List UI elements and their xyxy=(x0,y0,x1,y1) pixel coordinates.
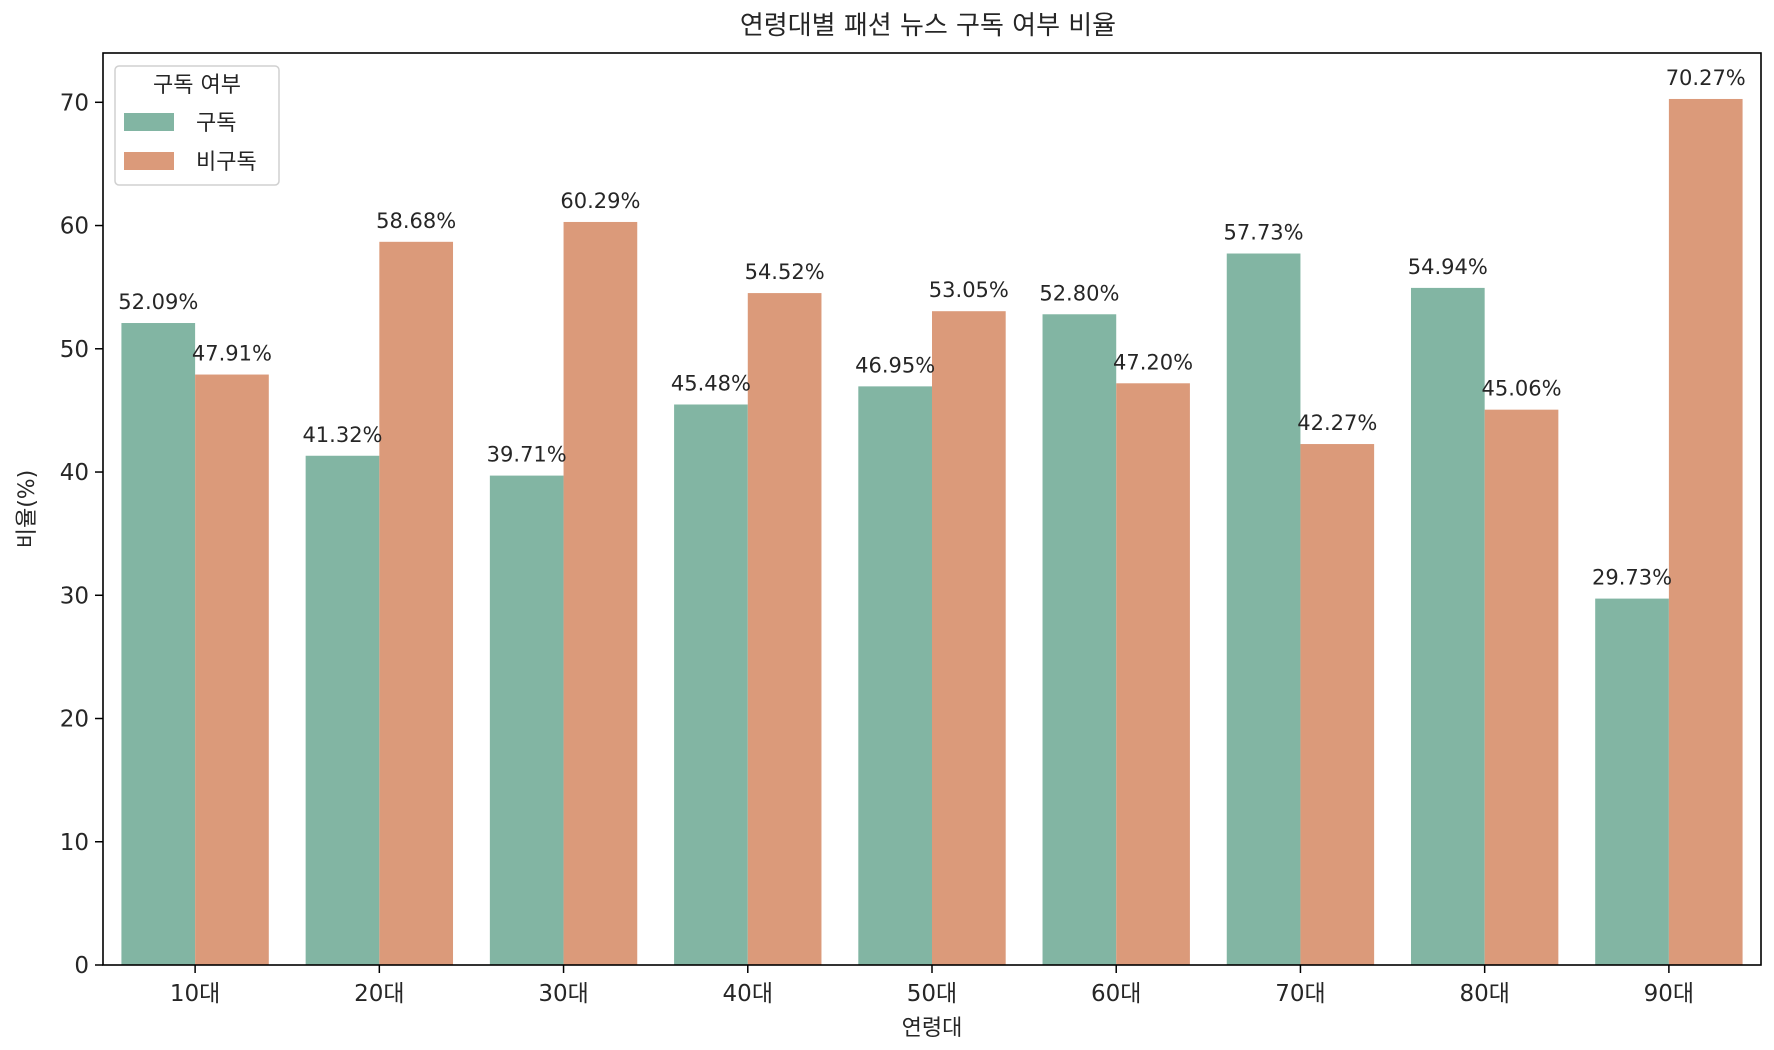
value-label-not-subscribed-9: 70.27% xyxy=(1666,66,1746,90)
bar-subscribed-2 xyxy=(305,455,380,965)
value-label-subscribed-8: 54.94% xyxy=(1408,255,1488,279)
y-tick-label: 40 xyxy=(60,460,89,486)
x-tick-label: 20대 xyxy=(354,981,404,1007)
x-axis-title: 연령대 xyxy=(902,1016,963,1041)
value-label-not-subscribed-7: 42.27% xyxy=(1297,411,1377,435)
bar-not-subscribed-1 xyxy=(195,374,269,965)
value-label-not-subscribed-6: 47.20% xyxy=(1113,350,1193,374)
y-tick-label: 50 xyxy=(60,337,89,363)
value-label-subscribed-9: 29.73% xyxy=(1592,566,1672,590)
x-tick-label: 50대 xyxy=(907,981,957,1007)
bar-subscribed-3 xyxy=(489,475,564,965)
bars-layer xyxy=(121,98,1743,966)
bar-not-subscribed-5 xyxy=(932,311,1006,965)
y-tick-label: 60 xyxy=(60,214,89,240)
y-tick-label: 30 xyxy=(60,583,89,609)
value-label-not-subscribed-4: 54.52% xyxy=(745,260,825,284)
bar-not-subscribed-9 xyxy=(1668,98,1743,965)
x-tick-label: 60대 xyxy=(1091,981,1141,1007)
x-axis: 10대 20대 30대 40대 50대 60대 70대 80대 90대 xyxy=(170,965,1694,1007)
y-axis: 0 10 20 30 40 50 60 70 xyxy=(60,90,103,979)
bar-not-subscribed-4 xyxy=(747,293,822,965)
value-label-subscribed-4: 45.48% xyxy=(671,371,751,395)
value-label-not-subscribed-2: 58.68% xyxy=(376,209,456,233)
bar-subscribed-4 xyxy=(674,404,748,965)
legend-label-not-subscribed: 비구독 xyxy=(196,150,257,175)
legend-swatch-not-subscribed xyxy=(124,152,174,170)
bar-subscribed-5 xyxy=(858,386,932,965)
value-label-subscribed-7: 57.73% xyxy=(1224,221,1304,245)
value-labels-layer: 52.09% 41.32% 39.71% 45.48% 46.95% 52.80% 57.7… xyxy=(118,66,1746,590)
y-tick-label: 0 xyxy=(74,953,89,979)
value-label-subscribed-5: 46.95% xyxy=(855,353,935,377)
y-tick-label: 20 xyxy=(60,707,89,733)
value-label-subscribed-2: 41.32% xyxy=(302,423,382,447)
value-label-not-subscribed-8: 45.06% xyxy=(1481,377,1561,401)
bar-not-subscribed-3 xyxy=(563,221,638,965)
x-tick-label: 80대 xyxy=(1459,981,1509,1007)
value-label-not-subscribed-3: 60.29% xyxy=(560,189,640,213)
value-label-subscribed-6: 52.80% xyxy=(1039,281,1119,305)
bar-subscribed-7 xyxy=(1226,253,1301,966)
bar-not-subscribed-2 xyxy=(379,241,454,965)
bar-subscribed-8 xyxy=(1410,287,1485,965)
x-tick-label: 40대 xyxy=(723,981,773,1007)
bar-not-subscribed-8 xyxy=(1484,409,1559,965)
value-label-subscribed-3: 39.71% xyxy=(487,443,567,467)
legend-label-subscribed: 구독 xyxy=(196,111,236,136)
legend-swatch-subscribed xyxy=(124,113,174,131)
x-tick-label: 70대 xyxy=(1275,981,1325,1007)
value-label-not-subscribed-5: 53.05% xyxy=(929,278,1009,302)
y-tick-label: 70 xyxy=(60,90,89,116)
chart-title: 연령대별 패션 뉴스 구독 여부 비율 xyxy=(740,11,1116,41)
value-label-subscribed-1: 52.09% xyxy=(118,290,198,314)
bar-not-subscribed-6 xyxy=(1116,383,1190,966)
bar-subscribed-6 xyxy=(1042,314,1117,966)
x-tick-label: 90대 xyxy=(1644,981,1694,1007)
x-tick-label: 30대 xyxy=(538,981,588,1007)
value-label-not-subscribed-1: 47.91% xyxy=(192,342,272,366)
y-tick-label: 10 xyxy=(60,830,89,856)
y-axis-title: 비율(%) xyxy=(15,470,40,549)
bar-not-subscribed-7 xyxy=(1300,444,1375,966)
legend-title: 구독 여부 xyxy=(153,73,241,98)
x-tick-label: 10대 xyxy=(170,981,220,1007)
legend: 구독 여부 구독 비구독 xyxy=(114,65,280,186)
bar-subscribed-1 xyxy=(121,323,196,965)
bar-subscribed-9 xyxy=(1595,598,1669,965)
